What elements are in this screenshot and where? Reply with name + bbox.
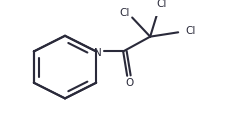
- Text: Cl: Cl: [185, 26, 195, 36]
- Text: Cl: Cl: [119, 8, 129, 18]
- Text: N: N: [94, 48, 102, 58]
- Text: O: O: [125, 78, 133, 88]
- Text: Cl: Cl: [156, 0, 166, 9]
